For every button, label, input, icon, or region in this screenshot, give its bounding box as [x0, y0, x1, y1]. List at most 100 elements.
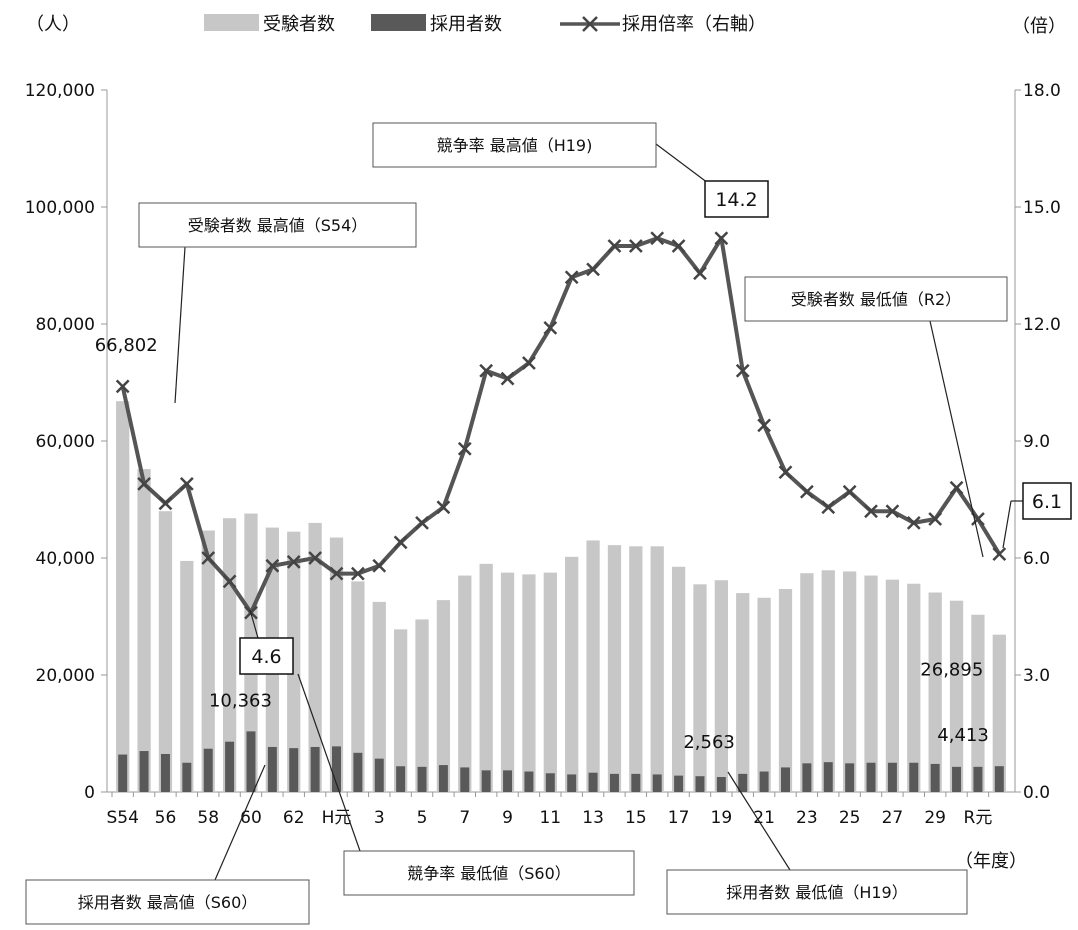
x-tick-label: 62 [283, 808, 305, 828]
svg-text:採用者数 最高値（S60）: 採用者数 最高値（S60） [78, 893, 258, 912]
hires-bar [759, 771, 769, 792]
examinees-bar [650, 546, 664, 792]
y-left-unit-label: （人） [26, 14, 80, 35]
ratio-point [821, 500, 836, 515]
hires-bar [652, 774, 662, 792]
ratio-point [222, 574, 237, 589]
ratio-point [778, 465, 793, 480]
ratio-point [350, 566, 365, 581]
x-tick-label: 7 [459, 808, 470, 828]
ratio-point [714, 231, 729, 246]
y-left-tick-label: 100,000 [25, 198, 95, 218]
hires-bar [246, 731, 256, 792]
hires-bar [289, 748, 299, 792]
x-tick-label: 21 [753, 808, 775, 828]
x-tick-label: 9 [502, 808, 513, 828]
hires-bar [353, 752, 363, 792]
examinees-bar [907, 583, 921, 792]
examinees-bar [821, 570, 835, 792]
hires-bar [994, 766, 1004, 792]
ratio-point [308, 551, 323, 565]
examinees-bar [500, 572, 515, 792]
examinees-bar [201, 530, 215, 792]
hires-bar [674, 775, 684, 792]
examinees-bar [992, 634, 1006, 792]
ratio-point [693, 266, 707, 281]
hires-bar [866, 762, 876, 792]
examinees-bar [479, 563, 493, 792]
y-right-tick-label: 12.0 [1023, 315, 1061, 335]
hires-bar [118, 754, 128, 792]
ratio-point [586, 262, 600, 277]
examinees-bar [372, 601, 386, 792]
hires-bar [524, 771, 534, 792]
x-tick-label: 15 [625, 808, 647, 828]
examinees-bar [778, 589, 793, 792]
hires-bar [503, 770, 513, 792]
annotation-examinees-min-note: 受験者数 最低値（R2） [744, 276, 1008, 322]
svg-text:受験者数 最低値（R2）: 受験者数 最低値（R2） [791, 290, 961, 309]
y-left-tick-label: 60,000 [36, 432, 95, 452]
legend-label-examinees: 受験者数 [263, 14, 335, 35]
y-left-tick-label: 0 [84, 783, 95, 803]
ratio-point [265, 558, 280, 573]
ratio-point [179, 477, 194, 491]
hires-bar [396, 766, 406, 792]
hires-bar [182, 762, 192, 792]
ratio-point [415, 516, 429, 530]
y-left-tick-label: 40,000 [36, 549, 95, 569]
hires-bars [118, 731, 1004, 792]
hires-bar [139, 751, 149, 792]
svg-text:競争率 最低値（S60）: 競争率 最低値（S60） [407, 864, 571, 883]
leader-line [929, 320, 984, 558]
examinees-bar [351, 581, 365, 792]
data-labels: 66,802 10,363 2,563 4,413 26,895 4.6 14.2 6.1 [95, 180, 1072, 753]
examinees-bar [607, 545, 622, 792]
annotation-hires-min-note: 採用者数 最低値（H19） [666, 869, 968, 915]
x-tick-label: 23 [796, 808, 818, 828]
ratio-point [329, 566, 344, 581]
ratio-point [137, 477, 151, 491]
hires-bar [845, 763, 855, 792]
x-tick-label: 27 [882, 808, 904, 828]
annotation-hires-max-note: 採用者数 最高値（S60） [25, 879, 310, 925]
examinees-bars [116, 401, 1006, 792]
examinees-bar [458, 575, 472, 792]
legend-label-ratio: 採用倍率（右軸） [622, 14, 766, 35]
ratio-point [201, 551, 216, 565]
y-left-tick-label: 120,000 [25, 81, 95, 101]
examinees-bar [522, 574, 536, 792]
data-label-hires-min: 2,563 [683, 732, 735, 753]
hires-bar [823, 762, 833, 792]
leader-line [249, 609, 259, 639]
ratio-point [735, 363, 750, 378]
hires-bar [930, 763, 940, 792]
ratio-point [757, 418, 772, 433]
examinees-bar [586, 540, 600, 792]
svg-text:14.2: 14.2 [715, 189, 757, 211]
hires-bar [738, 773, 748, 792]
examinees-bar [928, 592, 942, 792]
y-right-tick-label: 9.0 [1023, 432, 1050, 452]
x-tick-label: 60 [240, 808, 262, 828]
ratio-point [628, 239, 643, 253]
y-left-tick-label: 80,000 [36, 315, 95, 335]
x-tick-label: S54 [106, 808, 138, 828]
examinees-bar [158, 511, 173, 792]
examinees-bar [543, 572, 557, 792]
x-tick-label: 29 [924, 808, 946, 828]
svg-text:受験者数 最高値（S54）: 受験者数 最高値（S54） [188, 216, 368, 235]
x-tick-label: 58 [197, 808, 219, 828]
ratio-point [992, 547, 1007, 561]
leader-line [174, 246, 186, 404]
legend-label-hires: 採用者数 [430, 14, 502, 35]
annotation-examinees-max-note: 受験者数 最高値（S54） [138, 202, 417, 248]
ratio-point [500, 371, 515, 386]
hires-bar [545, 773, 555, 792]
y-right-tick-label: 0.0 [1023, 783, 1050, 803]
y-right-tick-label: 15.0 [1023, 198, 1061, 218]
annotation-ratio-min-note: 競争率 最低値（S60） [343, 850, 635, 896]
ratio-point [842, 484, 857, 499]
legend-swatch-examinees [204, 14, 259, 31]
